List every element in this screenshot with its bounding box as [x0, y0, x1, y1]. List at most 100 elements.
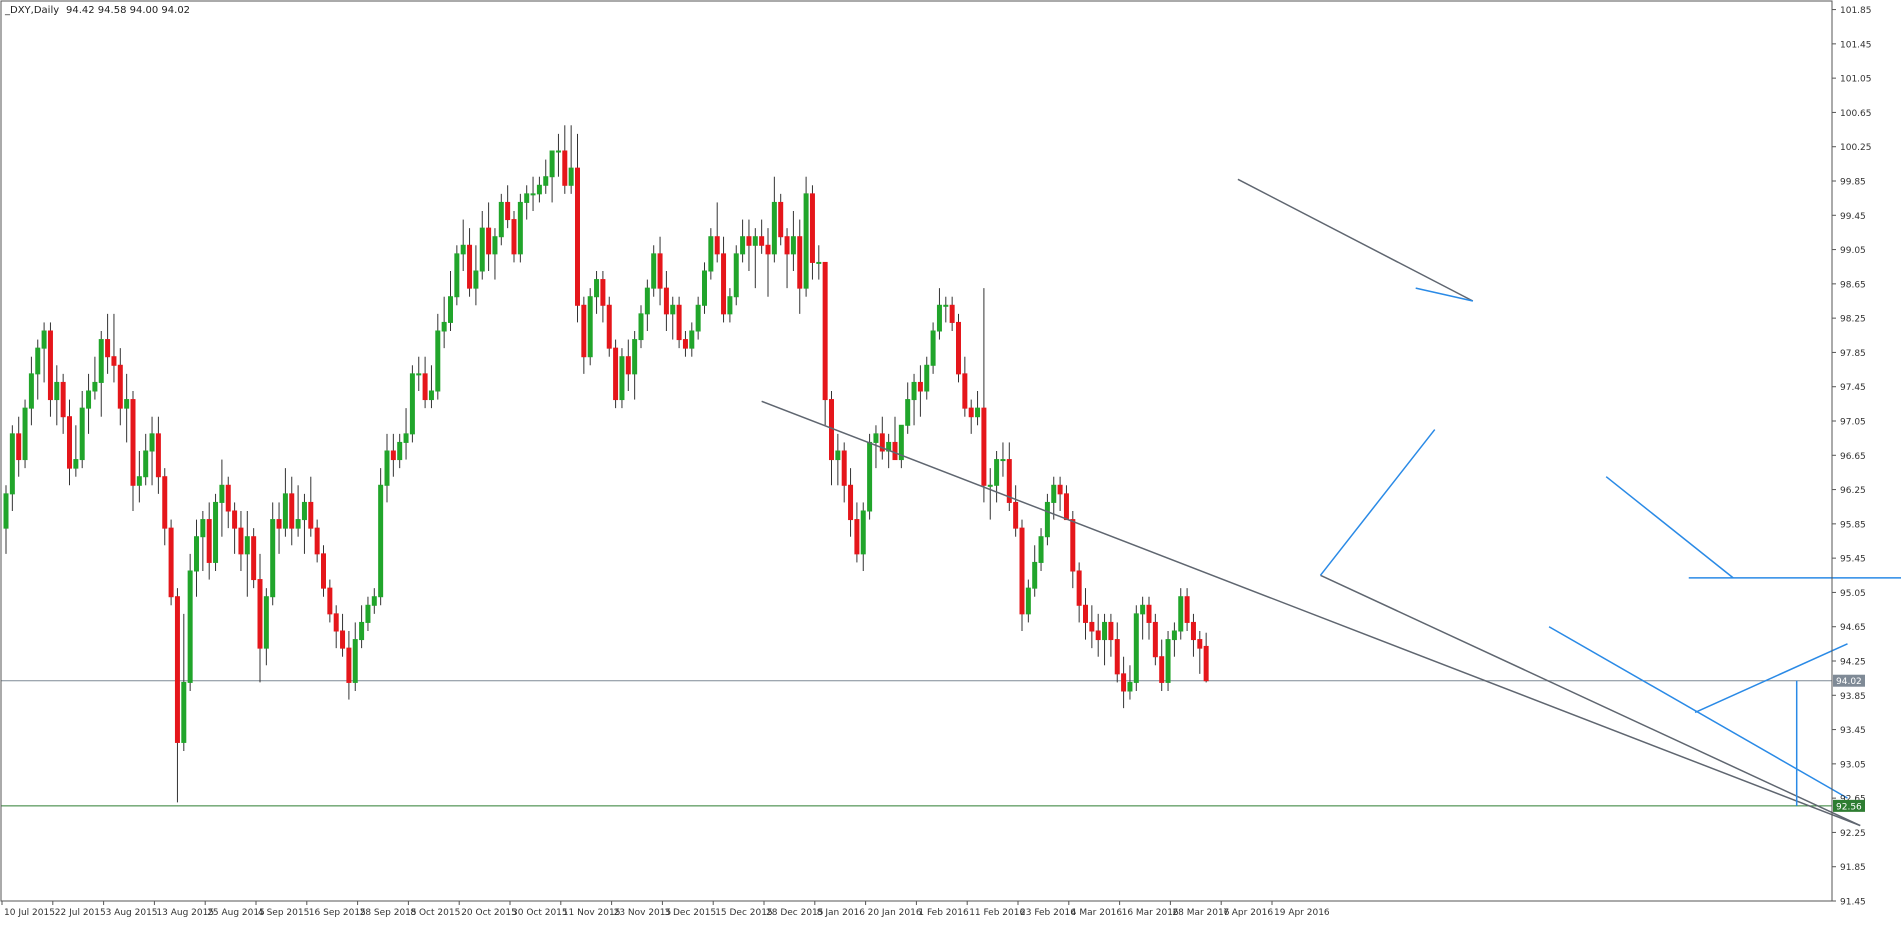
candle-body[interactable]: [1076, 570, 1082, 606]
candle-body[interactable]: [575, 167, 580, 306]
candle-body[interactable]: [3, 493, 9, 529]
candle-body[interactable]: [530, 193, 536, 196]
candle-body[interactable]: [282, 493, 288, 529]
candle-body[interactable]: [867, 441, 873, 512]
candle-body[interactable]: [994, 459, 1000, 486]
candle-body[interactable]: [1127, 681, 1133, 692]
candle-body[interactable]: [1102, 621, 1108, 641]
candle-body[interactable]: [448, 296, 453, 323]
candle-body[interactable]: [428, 390, 434, 401]
candle-body[interactable]: [232, 510, 238, 529]
candle-body[interactable]: [822, 261, 828, 401]
candle-body[interactable]: [301, 501, 307, 521]
candle-body[interactable]: [759, 236, 765, 246]
candle-body[interactable]: [936, 304, 942, 332]
candle-body[interactable]: [60, 381, 66, 418]
candle-body[interactable]: [16, 433, 22, 461]
candle-body[interactable]: [1190, 621, 1196, 641]
candle-body[interactable]: [784, 236, 790, 255]
candle-body[interactable]: [987, 484, 993, 487]
candle-body[interactable]: [295, 519, 301, 529]
candle-body[interactable]: [492, 236, 498, 255]
candle-body[interactable]: [879, 433, 885, 452]
candle-body[interactable]: [1083, 604, 1088, 623]
candle-body[interactable]: [714, 236, 720, 255]
candle-body[interactable]: [606, 304, 612, 349]
candle-body[interactable]: [956, 321, 961, 375]
candle-body[interactable]: [238, 527, 244, 555]
candle-body[interactable]: [225, 484, 231, 512]
candle-body[interactable]: [1000, 459, 1006, 462]
candle-body[interactable]: [943, 304, 949, 307]
candle-body[interactable]: [403, 433, 409, 443]
trendline[interactable]: [1320, 574, 1861, 827]
candle-body[interactable]: [517, 201, 523, 255]
candle-body[interactable]: [803, 193, 809, 289]
candle-body[interactable]: [79, 407, 85, 461]
candle-body[interactable]: [467, 244, 473, 289]
candle-body[interactable]: [168, 527, 174, 598]
candle-body[interactable]: [663, 287, 669, 315]
candle-body[interactable]: [181, 681, 187, 743]
candle-body[interactable]: [962, 373, 968, 409]
candle-body[interactable]: [1051, 484, 1057, 503]
candle-body[interactable]: [359, 621, 365, 641]
candle-body[interactable]: [1121, 673, 1127, 692]
candle-body[interactable]: [619, 356, 625, 401]
candle-body[interactable]: [708, 236, 714, 272]
candle-body[interactable]: [1095, 630, 1101, 641]
candle-body[interactable]: [365, 604, 371, 623]
candle-body[interactable]: [911, 381, 917, 401]
candle-body[interactable]: [676, 304, 682, 341]
candle-body[interactable]: [187, 570, 193, 683]
candle-body[interactable]: [835, 450, 841, 461]
candle-body[interactable]: [124, 399, 130, 409]
candle-body[interactable]: [1108, 621, 1114, 641]
candle-body[interactable]: [765, 244, 771, 255]
candle-body[interactable]: [378, 484, 384, 598]
candle-body[interactable]: [968, 407, 974, 418]
candle-body[interactable]: [384, 450, 390, 486]
candle-body[interactable]: [117, 364, 123, 409]
candle-body[interactable]: [543, 176, 549, 186]
candle-body[interactable]: [1146, 604, 1152, 623]
candle-body[interactable]: [219, 484, 225, 503]
candle-body[interactable]: [562, 150, 568, 186]
candle-body[interactable]: [67, 416, 72, 469]
candle-body[interactable]: [136, 476, 142, 486]
candle-body[interactable]: [1165, 639, 1171, 683]
candle-body[interactable]: [873, 433, 879, 443]
candle-body[interactable]: [409, 373, 415, 435]
candle-body[interactable]: [1114, 639, 1120, 675]
candle-body[interactable]: [47, 330, 53, 401]
candle-body[interactable]: [892, 441, 898, 461]
candle-body[interactable]: [257, 579, 263, 649]
candle-body[interactable]: [721, 253, 727, 315]
candle-body[interactable]: [435, 330, 441, 392]
candle-body[interactable]: [200, 519, 206, 538]
candle-body[interactable]: [917, 381, 923, 392]
candle-body[interactable]: [594, 279, 600, 298]
candle-body[interactable]: [454, 253, 460, 298]
candle-body[interactable]: [848, 484, 854, 521]
candle-body[interactable]: [1178, 596, 1184, 632]
candle-body[interactable]: [86, 390, 92, 409]
candle-body[interactable]: [340, 630, 346, 649]
trendline[interactable]: [761, 400, 1861, 827]
candle-body[interactable]: [54, 381, 60, 401]
candle-body[interactable]: [600, 279, 606, 306]
candle-body[interactable]: [327, 587, 333, 615]
candle-body[interactable]: [1038, 536, 1044, 563]
candle-body[interactable]: [321, 553, 326, 589]
candle-body[interactable]: [727, 296, 733, 315]
candle-body[interactable]: [1032, 561, 1038, 589]
candle-body[interactable]: [416, 373, 422, 376]
candle-body[interactable]: [740, 236, 746, 255]
candle-body[interactable]: [479, 227, 485, 272]
candle-body[interactable]: [638, 313, 644, 341]
candle-body[interactable]: [314, 527, 320, 555]
candle-body[interactable]: [35, 347, 41, 375]
candle-body[interactable]: [460, 244, 466, 255]
candle-body[interactable]: [1070, 519, 1076, 572]
